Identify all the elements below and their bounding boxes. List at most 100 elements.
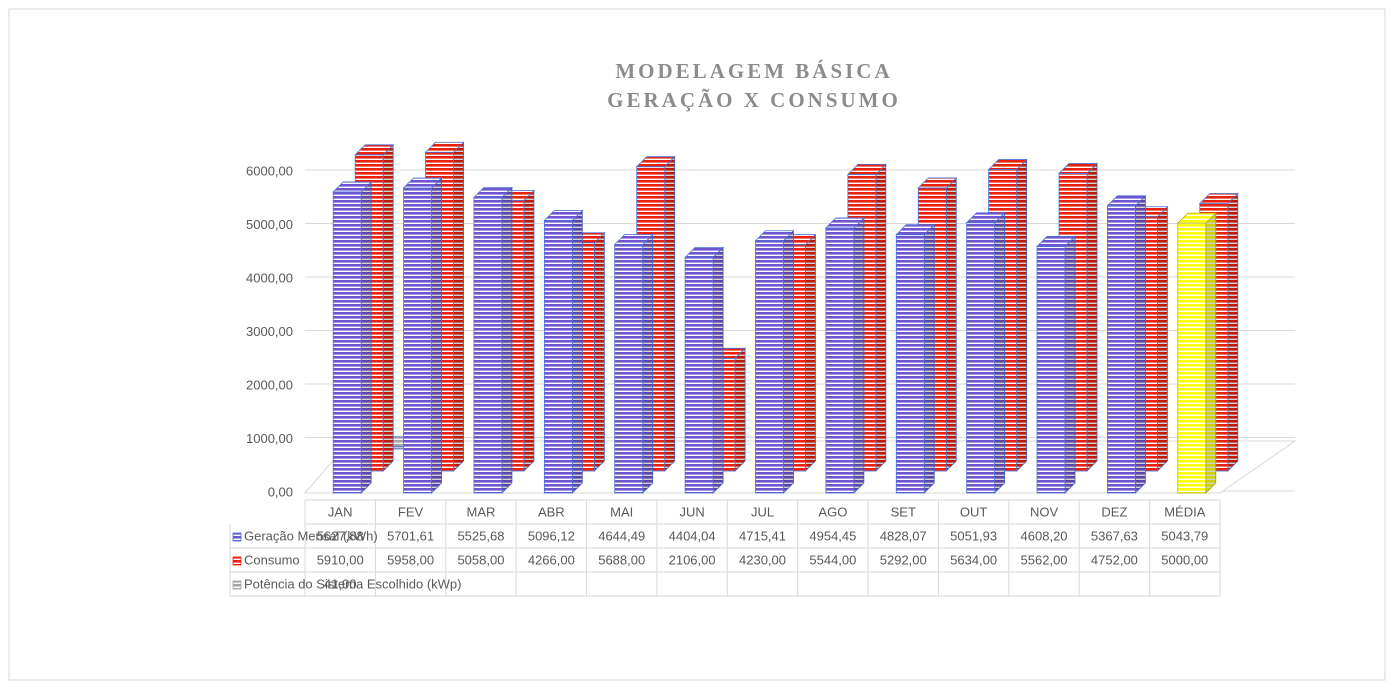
bar-shade (501, 187, 512, 494)
y-tick-label: 5000,00 (246, 217, 293, 232)
bar-front (1177, 222, 1207, 494)
bar (472, 186, 513, 494)
table-value: 4828,07 (880, 528, 927, 543)
bar-front (614, 244, 644, 494)
table-value: 5688,00 (598, 552, 645, 567)
legend-swatch (232, 580, 242, 590)
bar-shade (1157, 206, 1168, 471)
bar-shade (946, 177, 957, 472)
y-tick-label: 3000,00 (246, 324, 293, 339)
bar-top (472, 186, 513, 198)
bar-shade (453, 142, 464, 471)
table-value: 5292,00 (880, 552, 927, 567)
bar-front (332, 191, 362, 494)
bar-front (1036, 246, 1066, 494)
bar (824, 216, 865, 494)
table-value: 5058,00 (457, 552, 504, 567)
table-value: 5043,79 (1161, 528, 1208, 543)
bar-front (966, 222, 996, 494)
y-tick-label: 4000,00 (246, 270, 293, 285)
bar-shade (594, 232, 605, 471)
x-tick-label: FEV (398, 504, 424, 519)
legend-swatch (232, 556, 242, 566)
bar-shade (1087, 163, 1098, 472)
bar-top (543, 209, 584, 221)
table-value: 4715,41 (739, 528, 786, 543)
x-tick-label: NOV (1030, 504, 1059, 519)
table-value: 4644,49 (598, 528, 645, 543)
bar-front (543, 219, 573, 494)
table-value: 4608,20 (1021, 528, 1068, 543)
bar-shade (642, 234, 653, 494)
bar-shade (383, 144, 394, 471)
bar-top (424, 141, 465, 153)
bar-shade (875, 164, 886, 471)
table-value: 5627,88 (317, 528, 364, 543)
bar-top (684, 246, 725, 258)
bar-top (354, 144, 395, 156)
bar-front (473, 196, 503, 494)
x-tick-label: JAN (328, 504, 353, 519)
table-value: 4230,00 (739, 552, 786, 567)
x-tick-label: ABR (538, 504, 565, 519)
bar-shade (713, 247, 724, 493)
table-value: 5701,61 (387, 528, 434, 543)
bar-front (755, 240, 784, 494)
bar-shade (664, 156, 675, 471)
x-tick-label: MAR (467, 504, 496, 519)
bar (1036, 235, 1077, 494)
table-value: 4404,04 (669, 528, 716, 543)
table-value: 2106,00 (669, 552, 716, 567)
y-tick-label: 1000,00 (246, 431, 293, 446)
table-value: 4954,45 (809, 528, 856, 543)
bar-top (1198, 193, 1239, 204)
table-value: 5562,00 (1021, 552, 1068, 567)
bar-top (754, 230, 795, 242)
bar-shade (853, 217, 864, 493)
bar-top (965, 212, 1006, 224)
bar (332, 180, 373, 494)
table-value: 4752,00 (1091, 552, 1138, 567)
bar-shade (805, 234, 816, 471)
table-value: 5525,68 (457, 528, 504, 543)
legend-label: Potência do Sistema Escolhido (kWp) (244, 576, 461, 591)
y-tick-label: 6000,00 (246, 163, 293, 178)
bar-top (987, 159, 1028, 170)
table-value: 41,00 (324, 576, 357, 591)
bar-top (824, 217, 865, 229)
bar-shade (783, 230, 794, 493)
bar (613, 233, 654, 494)
bar (1106, 194, 1147, 494)
bar-shade (523, 190, 534, 471)
bar-top (613, 234, 654, 245)
bar (895, 223, 936, 494)
chart-title: MODELAGEM BÁSICA (615, 59, 892, 83)
table-value: 4266,00 (528, 552, 575, 567)
table-value: 5634,00 (950, 552, 997, 567)
table-value: 5910,00 (317, 552, 364, 567)
table-value: 5000,00 (1161, 552, 1208, 567)
bar-front (825, 227, 855, 494)
bar-top (635, 156, 676, 168)
bar-front (684, 256, 714, 494)
bar-shade (1065, 236, 1076, 493)
bar-shade (735, 348, 746, 471)
table-value: 5096,12 (528, 528, 575, 543)
bar-shade (1135, 195, 1146, 494)
bar (965, 211, 1006, 494)
chart-title: GERAÇÃO X CONSUMO (607, 88, 901, 112)
bar-top (1058, 163, 1099, 174)
legend-label: Consumo (244, 552, 300, 567)
bar (754, 229, 795, 494)
bar-top (1106, 195, 1147, 207)
x-tick-label: MAI (610, 504, 633, 519)
bar-front (895, 234, 925, 494)
table-value: 5367,63 (1091, 528, 1138, 543)
bar-shade (924, 224, 935, 494)
bar-shade (994, 212, 1005, 493)
bar-shade (1205, 213, 1216, 494)
bar-shade (1227, 193, 1238, 471)
bar-shade (361, 181, 372, 493)
bar-top (846, 163, 887, 175)
